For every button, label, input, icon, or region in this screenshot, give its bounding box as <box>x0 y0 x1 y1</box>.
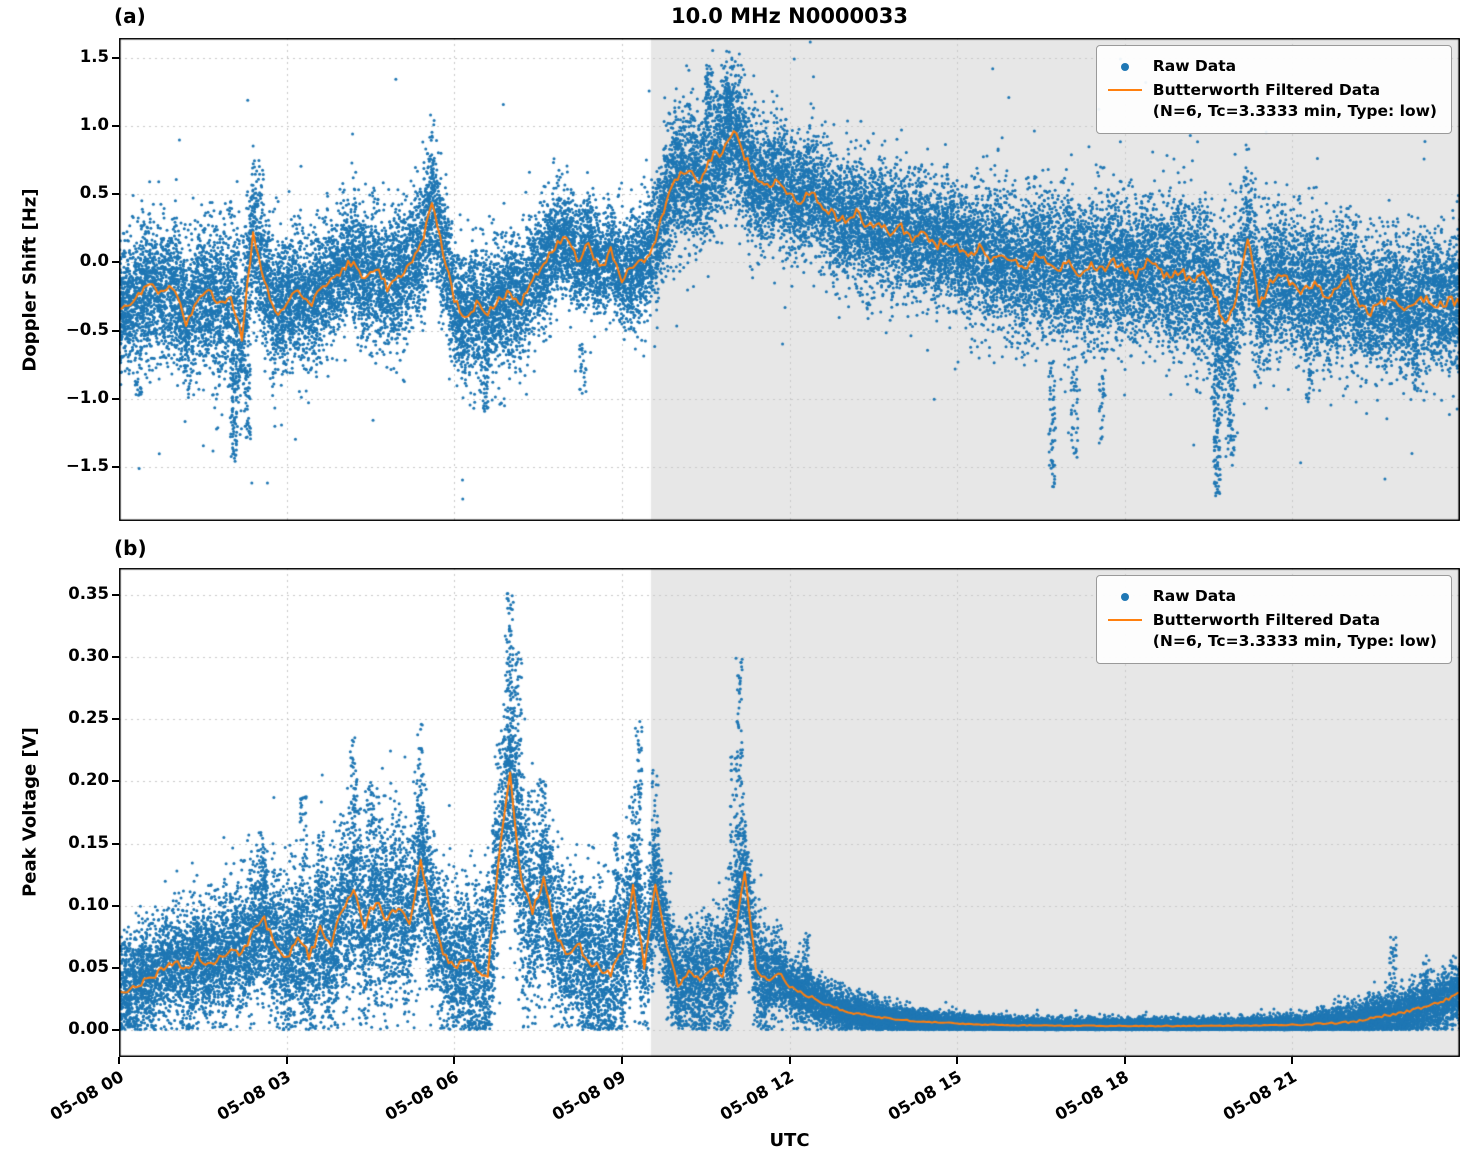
y-tick-mark <box>112 904 119 907</box>
y-tick-mark <box>112 656 119 659</box>
legend-filtered-entry: Butterworth Filtered Data (N=6, Tc=3.333… <box>1107 80 1437 123</box>
raw-data-dot-marker <box>1120 592 1129 601</box>
panel-b-legend: Raw Data Butterworth Filtered Data (N=6,… <box>1095 575 1452 665</box>
panel-b-y-axis-label-text: Peak Voltage [V] <box>19 727 41 897</box>
y-tick-mark <box>112 594 119 597</box>
y-tick-label: −1.0 <box>65 387 109 407</box>
figure-title: 10.0 MHz N0000033 <box>671 4 908 28</box>
y-tick-label: 1.0 <box>79 115 109 135</box>
x-tick-mark <box>1291 1057 1294 1064</box>
y-tick-mark <box>112 780 119 783</box>
y-tick-mark <box>112 125 119 128</box>
y-tick-label: 0.25 <box>68 708 109 728</box>
x-tick-mark <box>1123 1057 1126 1064</box>
legend-raw-entry: Raw Data <box>1107 56 1437 78</box>
legend-filtered-sublabel: (N=6, Tc=3.3333 min, Type: low) <box>1152 632 1437 651</box>
y-tick-label: 0.0 <box>79 251 109 271</box>
y-tick-label: 0.15 <box>68 832 109 852</box>
y-tick-mark <box>112 718 119 721</box>
legend-raw-label: Raw Data <box>1152 57 1237 75</box>
y-tick-mark <box>112 397 119 400</box>
legend-filtered-label: Butterworth Filtered Data <box>1152 610 1381 629</box>
legend-filtered-label: Butterworth Filtered Data <box>1152 80 1381 99</box>
filtered-data-line-marker <box>1107 619 1142 622</box>
panel-b-label: (b) <box>114 536 147 560</box>
x-tick-mark <box>285 1057 288 1064</box>
legend-raw-entry: Raw Data <box>1107 586 1437 608</box>
y-tick-mark <box>112 465 119 468</box>
y-tick-label: 0.10 <box>68 894 109 914</box>
y-tick-mark <box>112 193 119 196</box>
legend-raw-label: Raw Data <box>1152 587 1237 605</box>
y-tick-label: 0.35 <box>68 584 109 604</box>
panel-a-label: (a) <box>114 4 146 28</box>
y-tick-label: 0.5 <box>79 183 109 203</box>
y-tick-label: 0.00 <box>68 1018 109 1038</box>
y-tick-label: 0.30 <box>68 646 109 666</box>
y-tick-mark <box>112 329 119 332</box>
y-tick-label: −0.5 <box>65 319 109 339</box>
x-tick-mark <box>620 1057 623 1064</box>
legend-filtered-entry: Butterworth Filtered Data (N=6, Tc=3.333… <box>1107 610 1437 653</box>
x-tick-mark <box>956 1057 959 1064</box>
y-tick-label: 0.20 <box>68 770 109 790</box>
x-tick-mark <box>453 1057 456 1064</box>
y-tick-mark <box>112 57 119 60</box>
y-tick-mark <box>112 1028 119 1031</box>
x-tick-mark <box>118 1057 120 1064</box>
y-tick-mark <box>112 261 119 264</box>
y-tick-label: −1.5 <box>65 455 109 475</box>
x-axis-label: UTC <box>769 1130 810 1151</box>
x-tick-mark <box>788 1057 791 1064</box>
legend-filtered-sublabel: (N=6, Tc=3.3333 min, Type: low) <box>1152 102 1437 121</box>
panel-a-y-axis-label-text: Doppler Shift [Hz] <box>19 188 41 372</box>
y-tick-label: 1.5 <box>79 47 109 67</box>
y-tick-mark <box>112 966 119 969</box>
y-tick-label: 0.05 <box>68 956 109 976</box>
y-tick-mark <box>112 842 119 845</box>
filtered-data-line-marker <box>1107 89 1142 92</box>
raw-data-dot-marker <box>1120 62 1129 71</box>
panel-a-legend: Raw Data Butterworth Filtered Data (N=6,… <box>1095 45 1452 135</box>
